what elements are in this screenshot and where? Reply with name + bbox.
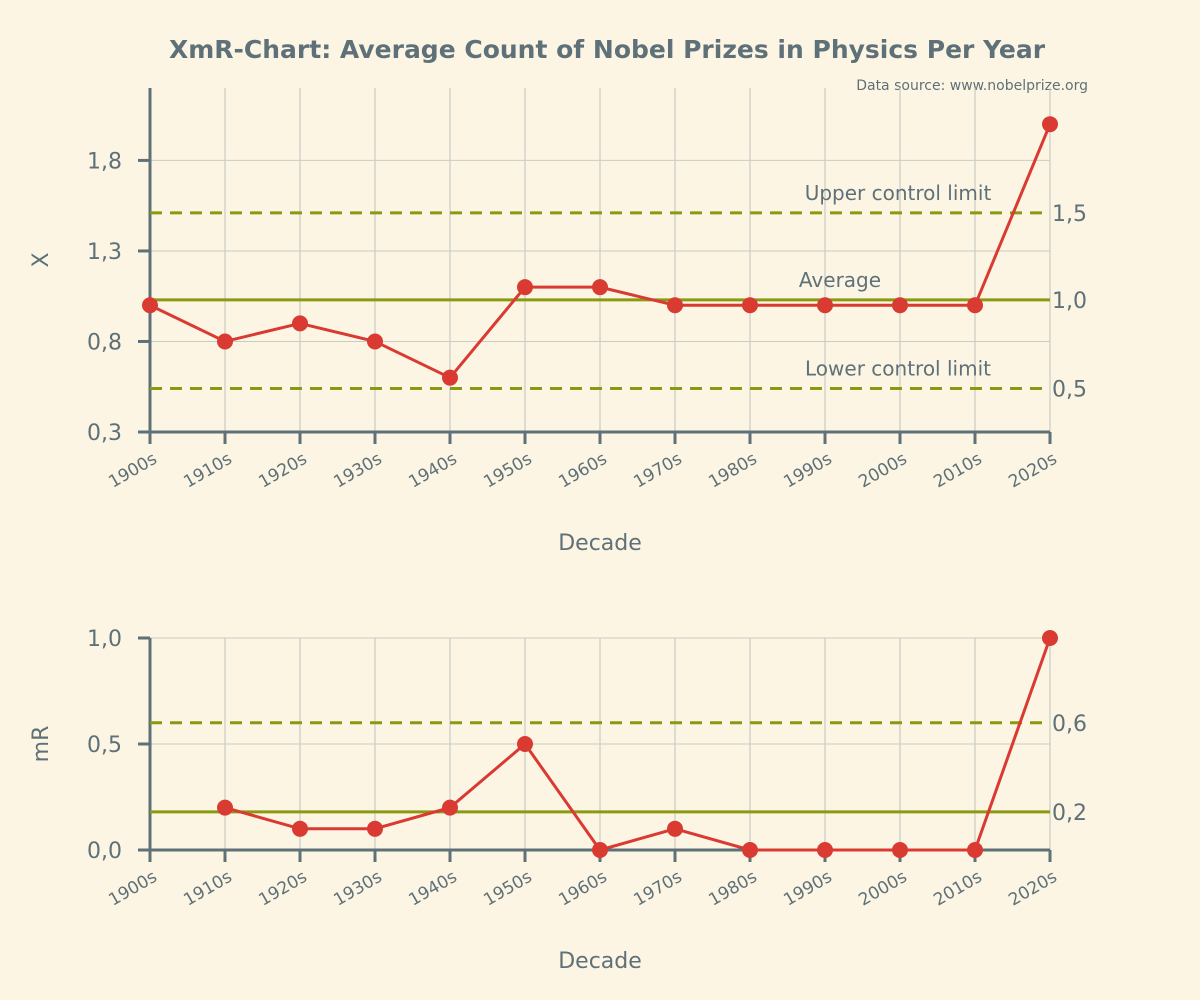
x-tick-label: 1970s [630, 449, 685, 492]
y-tick-label: 0,8 [87, 330, 122, 355]
data-point-1990s [817, 842, 833, 858]
x-tick-label: 1910s [180, 449, 235, 492]
data-point-1910s [217, 799, 233, 816]
data-point-1980s [742, 297, 758, 314]
x-tick-label: 1920s [255, 867, 310, 910]
data-point-1960s [592, 279, 608, 296]
series-line [224, 637, 1052, 852]
y-tick-label: 0,5 [87, 733, 122, 758]
data-point-1930s [367, 333, 383, 350]
data-point-2000s [892, 297, 908, 314]
data-point-1940s [442, 369, 458, 386]
data-point-1980s [742, 842, 758, 858]
y-tick-label: 0,0 [87, 839, 122, 864]
data-point-2020s [1042, 630, 1058, 646]
control-line-value: 0,5 [1052, 378, 1087, 403]
x-tick-label: 1900s [105, 867, 160, 910]
data-point-1960s [592, 842, 608, 858]
data-point-1920s [292, 820, 308, 837]
x-tick-label: 1960s [555, 867, 610, 910]
data-point-1900s [142, 297, 158, 314]
x-tick-label: 1980s [705, 449, 760, 492]
y-tick-label: 1,0 [87, 627, 122, 652]
data-source: Data source: www.nobelprize.org [856, 78, 1088, 94]
control-line-value: 0,6 [1052, 712, 1087, 737]
x-tick-label: 2020s [1005, 449, 1060, 492]
x-tick-label: 1990s [780, 449, 835, 492]
data-point-1990s [817, 297, 833, 314]
x-tick-label: 1960s [555, 449, 610, 492]
x-tick-label: 1950s [480, 449, 535, 492]
data-point-1930s [367, 820, 383, 837]
data-point-1970s [667, 820, 683, 837]
x-tick-label: 2000s [855, 449, 910, 492]
y-axis-label: mR [29, 726, 54, 763]
x-axis-label: Decade [558, 531, 642, 556]
x-axis-label: Decade [558, 949, 642, 974]
data-point-1950s [517, 736, 533, 752]
control-line-value: 1,5 [1052, 202, 1087, 227]
x-tick-label: 1980s [705, 867, 760, 910]
data-point-2020s [1042, 116, 1058, 133]
y-tick-label: 1,3 [87, 240, 122, 265]
control-line-value: 0,2 [1052, 801, 1087, 826]
x-tick-label: 2010s [930, 867, 985, 910]
data-point-2010s [967, 297, 983, 314]
data-point-2010s [967, 842, 983, 858]
data-point-2000s [892, 842, 908, 858]
data-point-1950s [517, 279, 533, 296]
x-tick-label: 2000s [855, 867, 910, 910]
chart-title: XmR-Chart: Average Count of Nobel Prizes… [169, 35, 1046, 64]
x-tick-label: 1930s [330, 867, 385, 910]
x-tick-label: 1990s [780, 867, 835, 910]
x-tick-label: 1910s [180, 867, 235, 910]
control-line-label: Lower control limit [805, 357, 991, 381]
panel-mR: 0,0 0,5 1,0 0,6 0,2 1900s 1910s 1920s 1930s 1940s… [29, 627, 1087, 974]
data-point-1920s [292, 315, 308, 332]
control-line-value: 1,0 [1052, 289, 1087, 314]
x-tick-label: 2020s [1005, 867, 1060, 910]
panel-x: 0,3 0,8 1,3 1,8 1,5 Upper control limit 1,0 Ave… [29, 88, 1087, 556]
y-tick-label: 0,3 [87, 421, 122, 446]
y-axis-label: X [29, 252, 54, 267]
x-tick-label: 1950s [480, 867, 535, 910]
x-tick-label: 1900s [105, 449, 160, 492]
x-tick-label: 1940s [405, 449, 460, 492]
control-line-label: Average [799, 268, 881, 292]
x-tick-label: 1970s [630, 867, 685, 910]
data-point-1940s [442, 799, 458, 816]
x-tick-label: 2010s [930, 449, 985, 492]
x-tick-label: 1940s [405, 867, 460, 910]
x-tick-label: 1920s [255, 449, 310, 492]
control-line-label: Upper control limit [805, 181, 992, 205]
data-point-1970s [667, 297, 683, 314]
y-tick-label: 1,8 [87, 149, 122, 174]
x-tick-label: 1930s [330, 449, 385, 492]
data-point-1910s [217, 333, 233, 350]
